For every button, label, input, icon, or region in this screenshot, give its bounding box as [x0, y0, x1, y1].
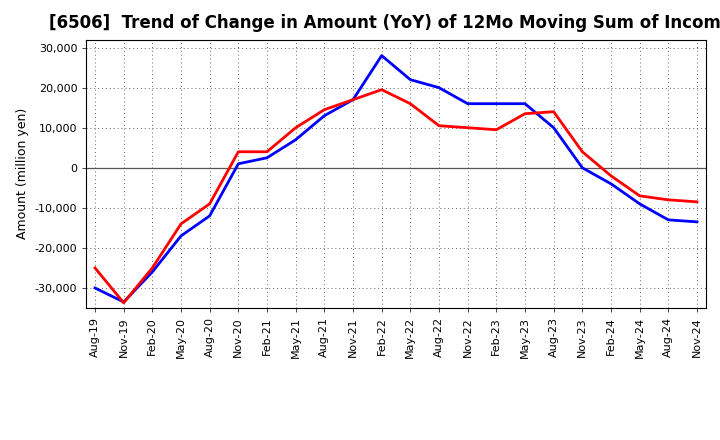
Title: [6506]  Trend of Change in Amount (YoY) of 12Mo Moving Sum of Incomes: [6506] Trend of Change in Amount (YoY) o…	[50, 15, 720, 33]
Ordinary Income	[521, 101, 529, 106]
Y-axis label: Amount (million yen): Amount (million yen)	[16, 108, 30, 239]
Ordinary Income	[664, 217, 672, 223]
Net Income	[148, 265, 157, 271]
Ordinary Income	[693, 219, 701, 224]
Ordinary Income	[120, 299, 128, 304]
Net Income	[234, 149, 243, 154]
Ordinary Income	[148, 269, 157, 275]
Net Income	[435, 123, 444, 128]
Net Income	[521, 111, 529, 116]
Net Income	[664, 197, 672, 202]
Net Income	[120, 300, 128, 305]
Ordinary Income	[176, 233, 185, 238]
Ordinary Income	[492, 101, 500, 106]
Ordinary Income	[292, 137, 300, 143]
Ordinary Income	[320, 113, 328, 118]
Ordinary Income	[377, 53, 386, 58]
Net Income	[91, 265, 99, 271]
Ordinary Income	[205, 213, 214, 219]
Line: Net Income: Net Income	[95, 90, 697, 303]
Net Income	[292, 125, 300, 130]
Ordinary Income	[549, 125, 558, 130]
Net Income	[263, 149, 271, 154]
Ordinary Income	[464, 101, 472, 106]
Ordinary Income	[263, 155, 271, 161]
Net Income	[607, 173, 616, 179]
Net Income	[406, 101, 415, 106]
Net Income	[492, 127, 500, 132]
Net Income	[348, 97, 357, 103]
Ordinary Income	[635, 201, 644, 206]
Ordinary Income	[607, 181, 616, 187]
Ordinary Income	[578, 165, 587, 170]
Ordinary Income	[91, 285, 99, 290]
Net Income	[549, 109, 558, 114]
Net Income	[635, 193, 644, 198]
Ordinary Income	[406, 77, 415, 82]
Net Income	[205, 201, 214, 206]
Ordinary Income	[234, 161, 243, 166]
Net Income	[377, 87, 386, 92]
Net Income	[464, 125, 472, 130]
Net Income	[176, 221, 185, 227]
Line: Ordinary Income: Ordinary Income	[95, 55, 697, 302]
Ordinary Income	[348, 97, 357, 103]
Net Income	[320, 107, 328, 112]
Net Income	[578, 149, 587, 154]
Net Income	[693, 199, 701, 205]
Ordinary Income	[435, 85, 444, 90]
